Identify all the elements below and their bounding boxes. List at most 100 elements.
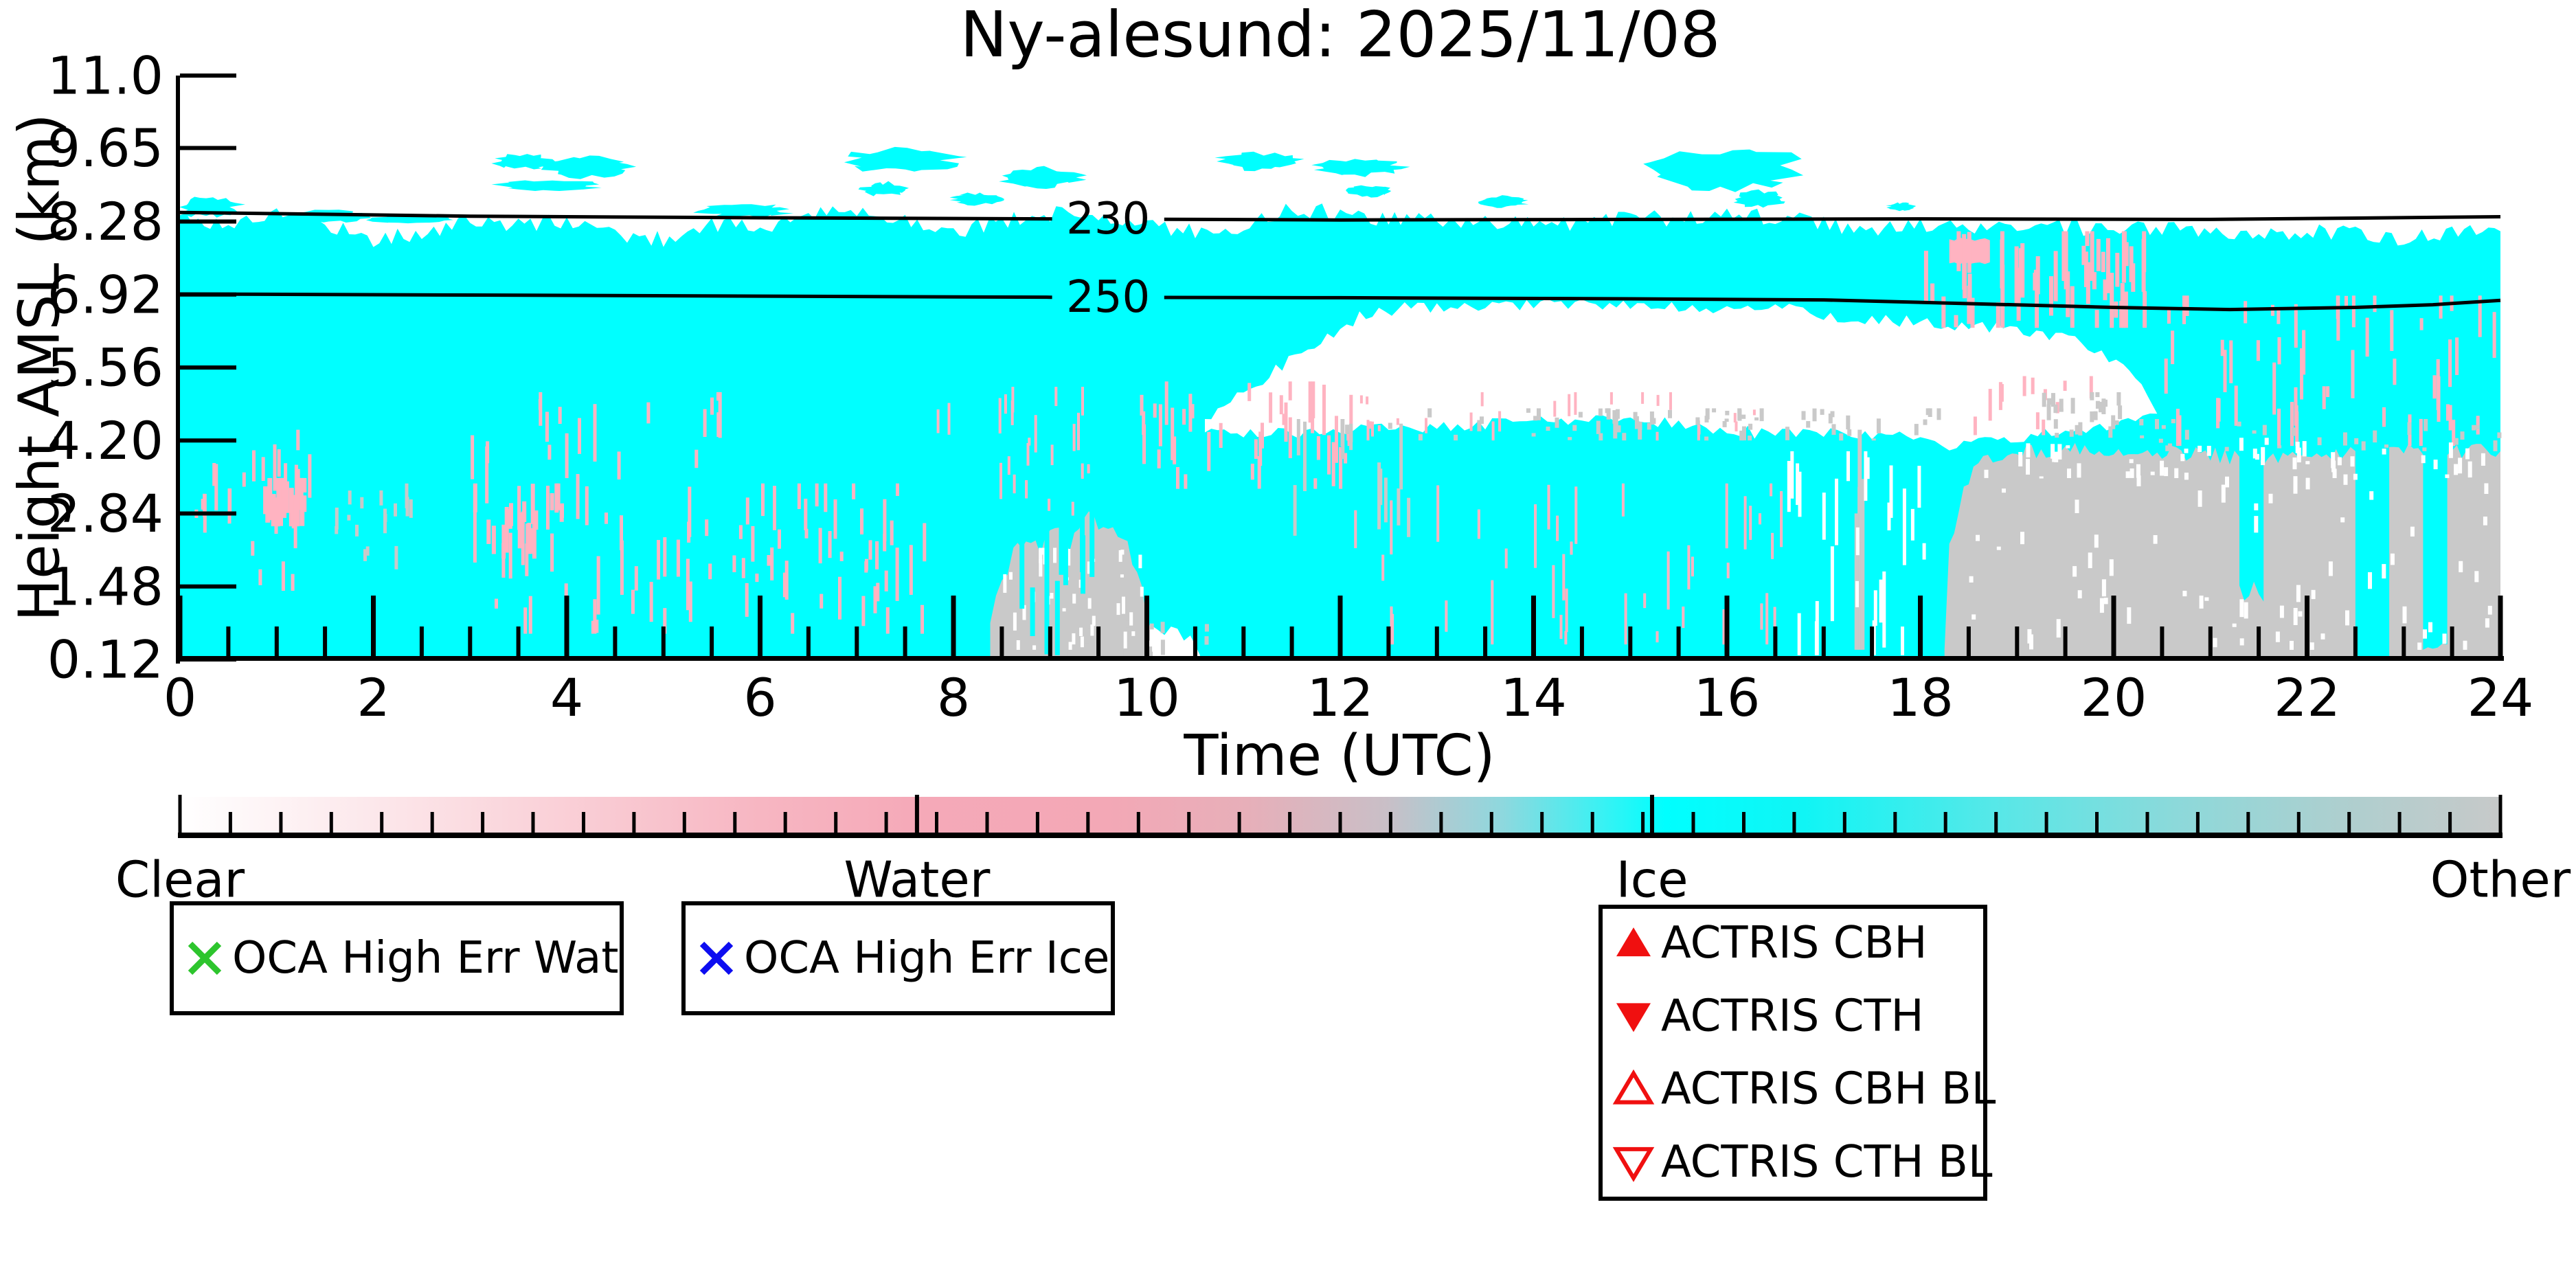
colorbar-major-tick <box>914 795 919 833</box>
speckle <box>2092 272 2097 290</box>
speckle <box>2276 307 2281 324</box>
speckle <box>1344 453 1348 464</box>
speckle <box>875 541 879 569</box>
speckle <box>1749 506 1752 540</box>
speckle <box>2051 393 2055 407</box>
speckle <box>2423 629 2427 639</box>
speckle <box>1371 421 1374 437</box>
x-minor-tick <box>2402 626 2406 656</box>
speckle <box>2099 598 2104 613</box>
speckle <box>2099 401 2103 413</box>
speckle <box>663 537 667 577</box>
speckle <box>1568 394 1571 416</box>
speckle <box>268 502 273 521</box>
speckle-zone-water <box>936 387 1090 516</box>
x-minor-tick <box>903 626 907 656</box>
speckle <box>1258 431 1263 466</box>
speckle <box>1967 273 1972 305</box>
speckle <box>1765 593 1769 645</box>
speckle <box>1173 436 1177 464</box>
y-tick <box>180 365 236 370</box>
speckle <box>291 574 295 591</box>
speckle <box>2165 445 2170 451</box>
speckle <box>1533 416 1538 421</box>
speckle <box>394 545 398 569</box>
speckle <box>1087 464 1090 474</box>
speckle <box>271 494 276 527</box>
speckle <box>2402 606 2407 624</box>
speckle <box>1857 486 1862 650</box>
x-tick <box>1918 596 1923 656</box>
colorbar-axis-line <box>178 833 2502 838</box>
speckle <box>1011 387 1015 413</box>
x-minor-tick <box>2208 626 2213 656</box>
region-ice-patch <box>491 154 556 170</box>
speckle <box>999 462 1002 499</box>
y-tick-label: 1.48 <box>47 556 163 617</box>
speckle <box>2254 516 2259 533</box>
speckle <box>2053 404 2058 414</box>
speckle <box>2300 348 2303 400</box>
speckle <box>1418 434 1423 441</box>
speckle <box>1633 411 1638 420</box>
speckle <box>1077 412 1080 451</box>
legend-label: ACTRIS CTH <box>1661 991 1924 1041</box>
speckle <box>2254 503 2259 510</box>
speckle <box>2384 444 2388 448</box>
speckle <box>617 451 621 479</box>
x-minor-tick <box>274 626 279 656</box>
speckle <box>486 441 490 464</box>
colorbar-tick <box>884 812 888 833</box>
speckle <box>1976 534 1980 541</box>
speckle <box>1930 283 1935 304</box>
speckle <box>864 561 868 573</box>
speckle <box>2452 420 2456 447</box>
speckle <box>1936 408 1941 420</box>
region-ice-patch <box>1311 159 1410 177</box>
speckle <box>1847 429 1852 436</box>
speckle <box>620 515 623 550</box>
speckle <box>839 552 844 561</box>
speckle <box>2460 431 2465 440</box>
speckle <box>2290 640 2294 650</box>
speckle <box>1160 640 1165 655</box>
speckle <box>1857 429 1862 543</box>
speckle <box>2078 422 2083 436</box>
speckle <box>2474 571 2479 583</box>
speckle <box>1293 485 1297 536</box>
speckle-zone-ice <box>1019 510 1095 655</box>
speckle <box>2035 412 2040 429</box>
colorbar-tick <box>2044 812 2048 833</box>
x-minor-tick <box>1870 626 1875 656</box>
speckle-zone-other <box>2042 392 2123 438</box>
speckle <box>2155 419 2159 429</box>
speckle <box>2476 416 2480 435</box>
speckle <box>1303 421 1307 491</box>
x-minor-tick <box>1289 626 1294 656</box>
speckle <box>2255 453 2259 460</box>
colorbar-tick <box>2195 812 2200 833</box>
speckle <box>1574 486 1578 544</box>
speckle <box>1882 571 1886 648</box>
speckle <box>1616 425 1621 433</box>
colorbar-tick <box>2448 812 2452 833</box>
speckle <box>2161 425 2166 429</box>
region-ice-patch <box>1643 149 1804 192</box>
speckle <box>2140 435 2145 439</box>
speckle <box>1368 421 1372 429</box>
speckle <box>605 512 608 524</box>
colorbar-tick <box>1691 812 1695 833</box>
speckle <box>1866 457 1870 479</box>
speckle <box>2046 404 2051 420</box>
legend-label: ACTRIS CTH BL <box>1661 1137 1993 1188</box>
speckle <box>559 504 564 522</box>
speckle <box>1534 504 1537 568</box>
speckle <box>1176 467 1179 489</box>
speckle <box>646 402 651 424</box>
speckle <box>1138 554 1142 569</box>
x-tick <box>2305 596 2309 656</box>
speckle <box>2239 638 2244 646</box>
speckle <box>2077 590 2082 599</box>
y-axis-spine <box>176 76 180 664</box>
speckle <box>1157 449 1161 468</box>
